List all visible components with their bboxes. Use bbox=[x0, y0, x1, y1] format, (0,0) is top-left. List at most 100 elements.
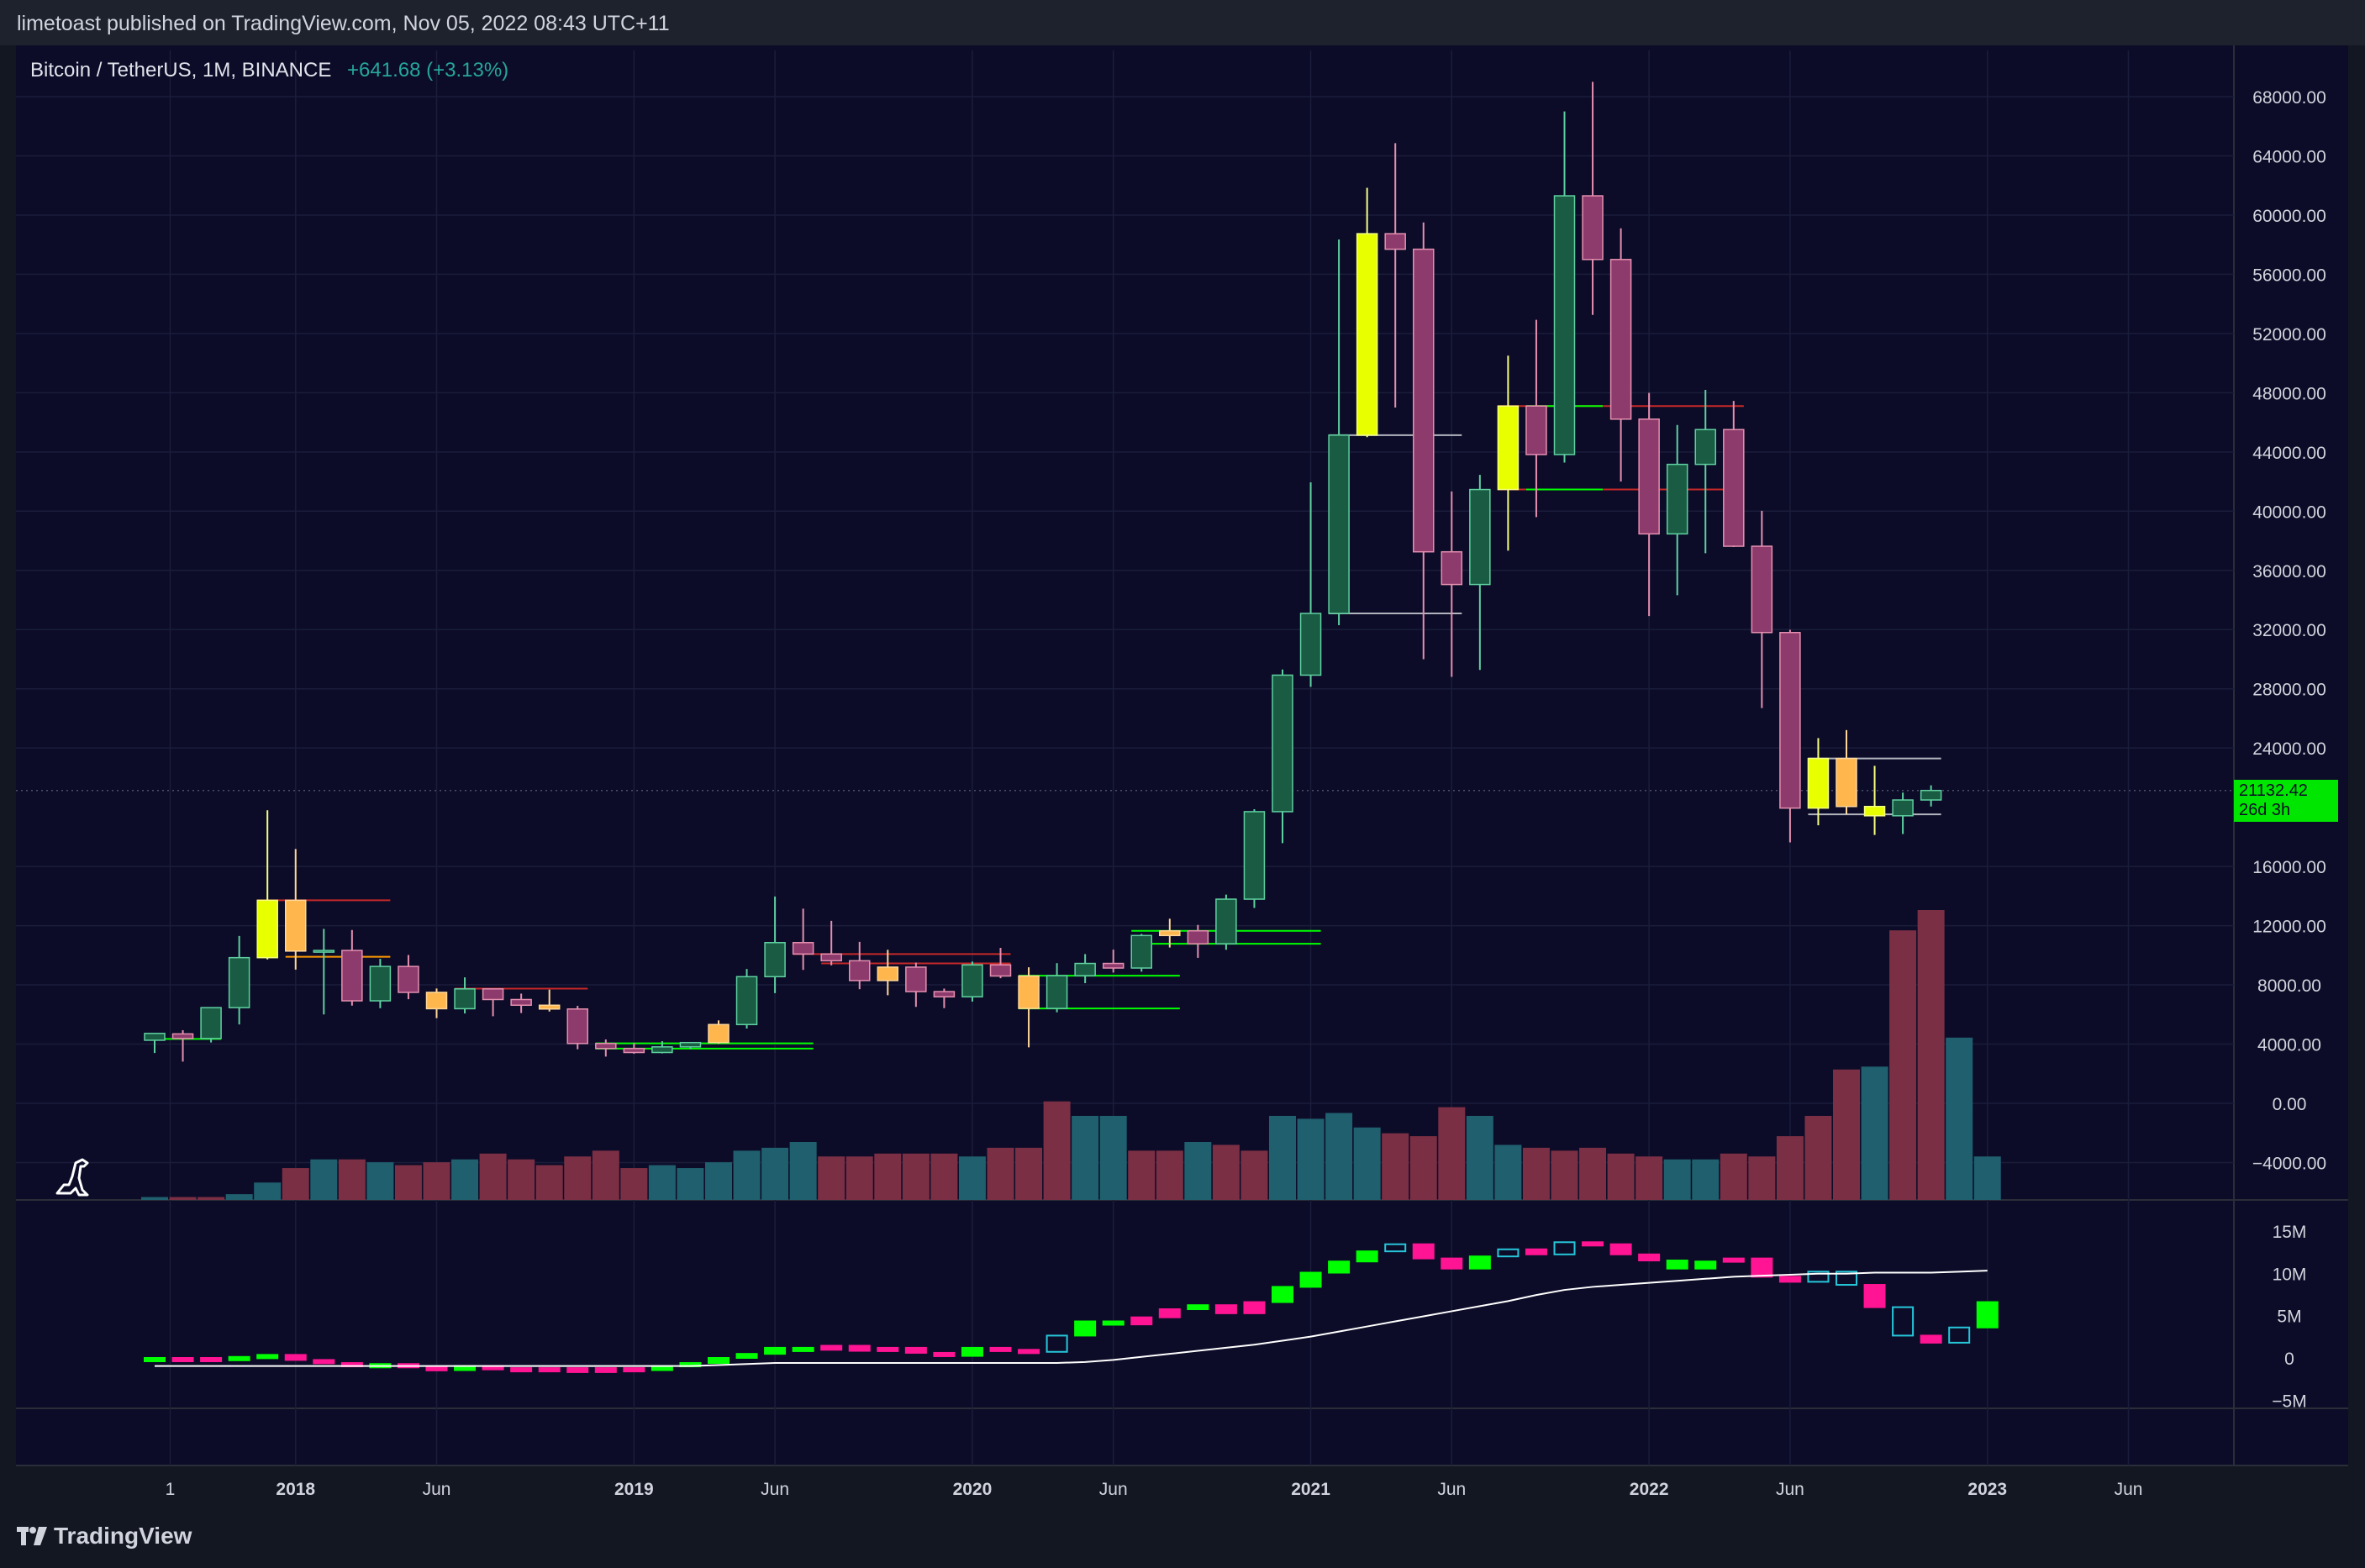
obv-bar bbox=[1778, 1276, 1801, 1283]
chart-frame[interactable] bbox=[16, 45, 2348, 1465]
volume-bar bbox=[451, 1159, 479, 1200]
obv-bar bbox=[764, 1346, 787, 1355]
volume-bar bbox=[169, 1197, 197, 1200]
candle-body bbox=[1243, 811, 1266, 900]
candle-layer[interactable] bbox=[144, 82, 1942, 1062]
candle-body bbox=[510, 998, 532, 1007]
obv-bar bbox=[623, 1367, 645, 1373]
volume-bar bbox=[423, 1162, 450, 1200]
obv-bar bbox=[1046, 1334, 1068, 1353]
candle-body bbox=[1779, 631, 1801, 809]
volume-bar bbox=[141, 1197, 168, 1200]
price-tick-label: 0.00 bbox=[2273, 1095, 2307, 1114]
volume-bar bbox=[902, 1153, 930, 1200]
candle-body bbox=[398, 966, 419, 993]
candle-body bbox=[171, 1033, 194, 1039]
candle-body bbox=[877, 966, 899, 981]
symbol-label[interactable]: Bitcoin / TetherUS, 1M, BINANCE bbox=[30, 59, 332, 82]
price-tick-label: 48000.00 bbox=[2252, 384, 2326, 403]
candle-body bbox=[623, 1048, 645, 1054]
obv-bar bbox=[1609, 1243, 1632, 1255]
publish-text: limetoast published on TradingView.com, … bbox=[17, 12, 670, 35]
candle-body bbox=[1130, 934, 1152, 969]
tradingview-logo[interactable]: TradingView bbox=[17, 1523, 192, 1550]
candle-body bbox=[1384, 233, 1406, 250]
candle-body bbox=[1863, 806, 1886, 817]
candle-body bbox=[708, 1023, 730, 1044]
volume-bar bbox=[1973, 1156, 2001, 1200]
obv-bar bbox=[1751, 1257, 1773, 1278]
candle-body bbox=[1666, 463, 1688, 535]
obv-bar bbox=[1299, 1271, 1322, 1288]
candle-body bbox=[1723, 429, 1745, 547]
time-tick-label: 2021 bbox=[1291, 1480, 1330, 1499]
current-price-tag: 21132.42 26d 3h bbox=[2234, 780, 2338, 822]
candle-body bbox=[566, 1008, 588, 1044]
candle-body bbox=[735, 976, 758, 1026]
chart-legend[interactable]: Bitcoin / TetherUS, 1M, BINANCE +641.68 … bbox=[30, 59, 508, 82]
obv-bar bbox=[1243, 1301, 1266, 1314]
candle-body bbox=[1836, 757, 1857, 808]
volume-bar bbox=[1015, 1147, 1043, 1200]
volume-bar bbox=[1128, 1150, 1156, 1200]
price-tick-label: −4000.00 bbox=[2252, 1154, 2326, 1173]
volume-bar bbox=[1156, 1150, 1183, 1200]
candle-body bbox=[961, 964, 983, 997]
obv-bar bbox=[566, 1367, 589, 1373]
time-tick-label: 2018 bbox=[276, 1480, 315, 1499]
candle-body bbox=[679, 1041, 702, 1048]
candle-body bbox=[425, 992, 448, 1010]
obv-bar bbox=[961, 1346, 983, 1357]
obv-moving-average bbox=[155, 1270, 1988, 1367]
obv-bar bbox=[1074, 1320, 1097, 1337]
obv-bar bbox=[1976, 1301, 1999, 1329]
candle-body bbox=[341, 950, 363, 1002]
candle-body bbox=[1638, 418, 1660, 535]
obv-bar bbox=[284, 1354, 307, 1361]
obv-bar bbox=[594, 1367, 617, 1373]
candle-body bbox=[1299, 613, 1322, 676]
volume-bar bbox=[282, 1168, 309, 1200]
candle-body bbox=[595, 1043, 617, 1050]
candle-body bbox=[285, 899, 307, 952]
obv-bar bbox=[1102, 1320, 1125, 1326]
candle-body bbox=[849, 960, 871, 981]
time-tick-label: 2022 bbox=[1630, 1480, 1669, 1499]
grid-layer bbox=[16, 45, 2348, 1466]
obv-bar bbox=[1948, 1326, 1971, 1344]
candle-body bbox=[1187, 930, 1209, 944]
candle-body bbox=[454, 988, 476, 1010]
candle-body bbox=[313, 950, 335, 953]
price-tick-label: 8000.00 bbox=[2257, 976, 2321, 996]
candle-body bbox=[1469, 488, 1491, 586]
volume-bar bbox=[1720, 1153, 1747, 1200]
volume-bar bbox=[1409, 1136, 1437, 1200]
obv-bar bbox=[1920, 1334, 1942, 1344]
dinosaur-icon[interactable] bbox=[50, 1153, 97, 1204]
obv-bar bbox=[425, 1365, 448, 1371]
obv-tick-label: 0 bbox=[2284, 1350, 2294, 1369]
obv-bar bbox=[1836, 1271, 1857, 1286]
volume-bar bbox=[930, 1153, 958, 1200]
volume-bar bbox=[1607, 1153, 1635, 1200]
candle-body bbox=[1018, 975, 1040, 1009]
obv-bar bbox=[144, 1357, 166, 1362]
volume-bar bbox=[1325, 1113, 1353, 1200]
volume-bar bbox=[1240, 1150, 1268, 1200]
axis-layer: 68000.00 64000.00 60000.00 56000.00 52000.00… bbox=[166, 88, 2326, 1499]
volume-bar bbox=[366, 1162, 394, 1200]
candle-body bbox=[1920, 789, 1942, 801]
volume-bar bbox=[394, 1165, 422, 1200]
time-tick-label: 2020 bbox=[953, 1480, 993, 1499]
volume-bar bbox=[677, 1168, 704, 1200]
price-tick-label: 4000.00 bbox=[2257, 1036, 2321, 1055]
obv-bar bbox=[538, 1367, 561, 1373]
footer-bar bbox=[0, 1499, 2365, 1568]
volume-bar bbox=[1184, 1142, 1212, 1200]
volume-bar bbox=[535, 1165, 563, 1200]
obv-bar bbox=[228, 1355, 250, 1361]
candle-body bbox=[1272, 674, 1293, 813]
volume-bar bbox=[1353, 1127, 1381, 1200]
volume-bar bbox=[1776, 1136, 1804, 1200]
